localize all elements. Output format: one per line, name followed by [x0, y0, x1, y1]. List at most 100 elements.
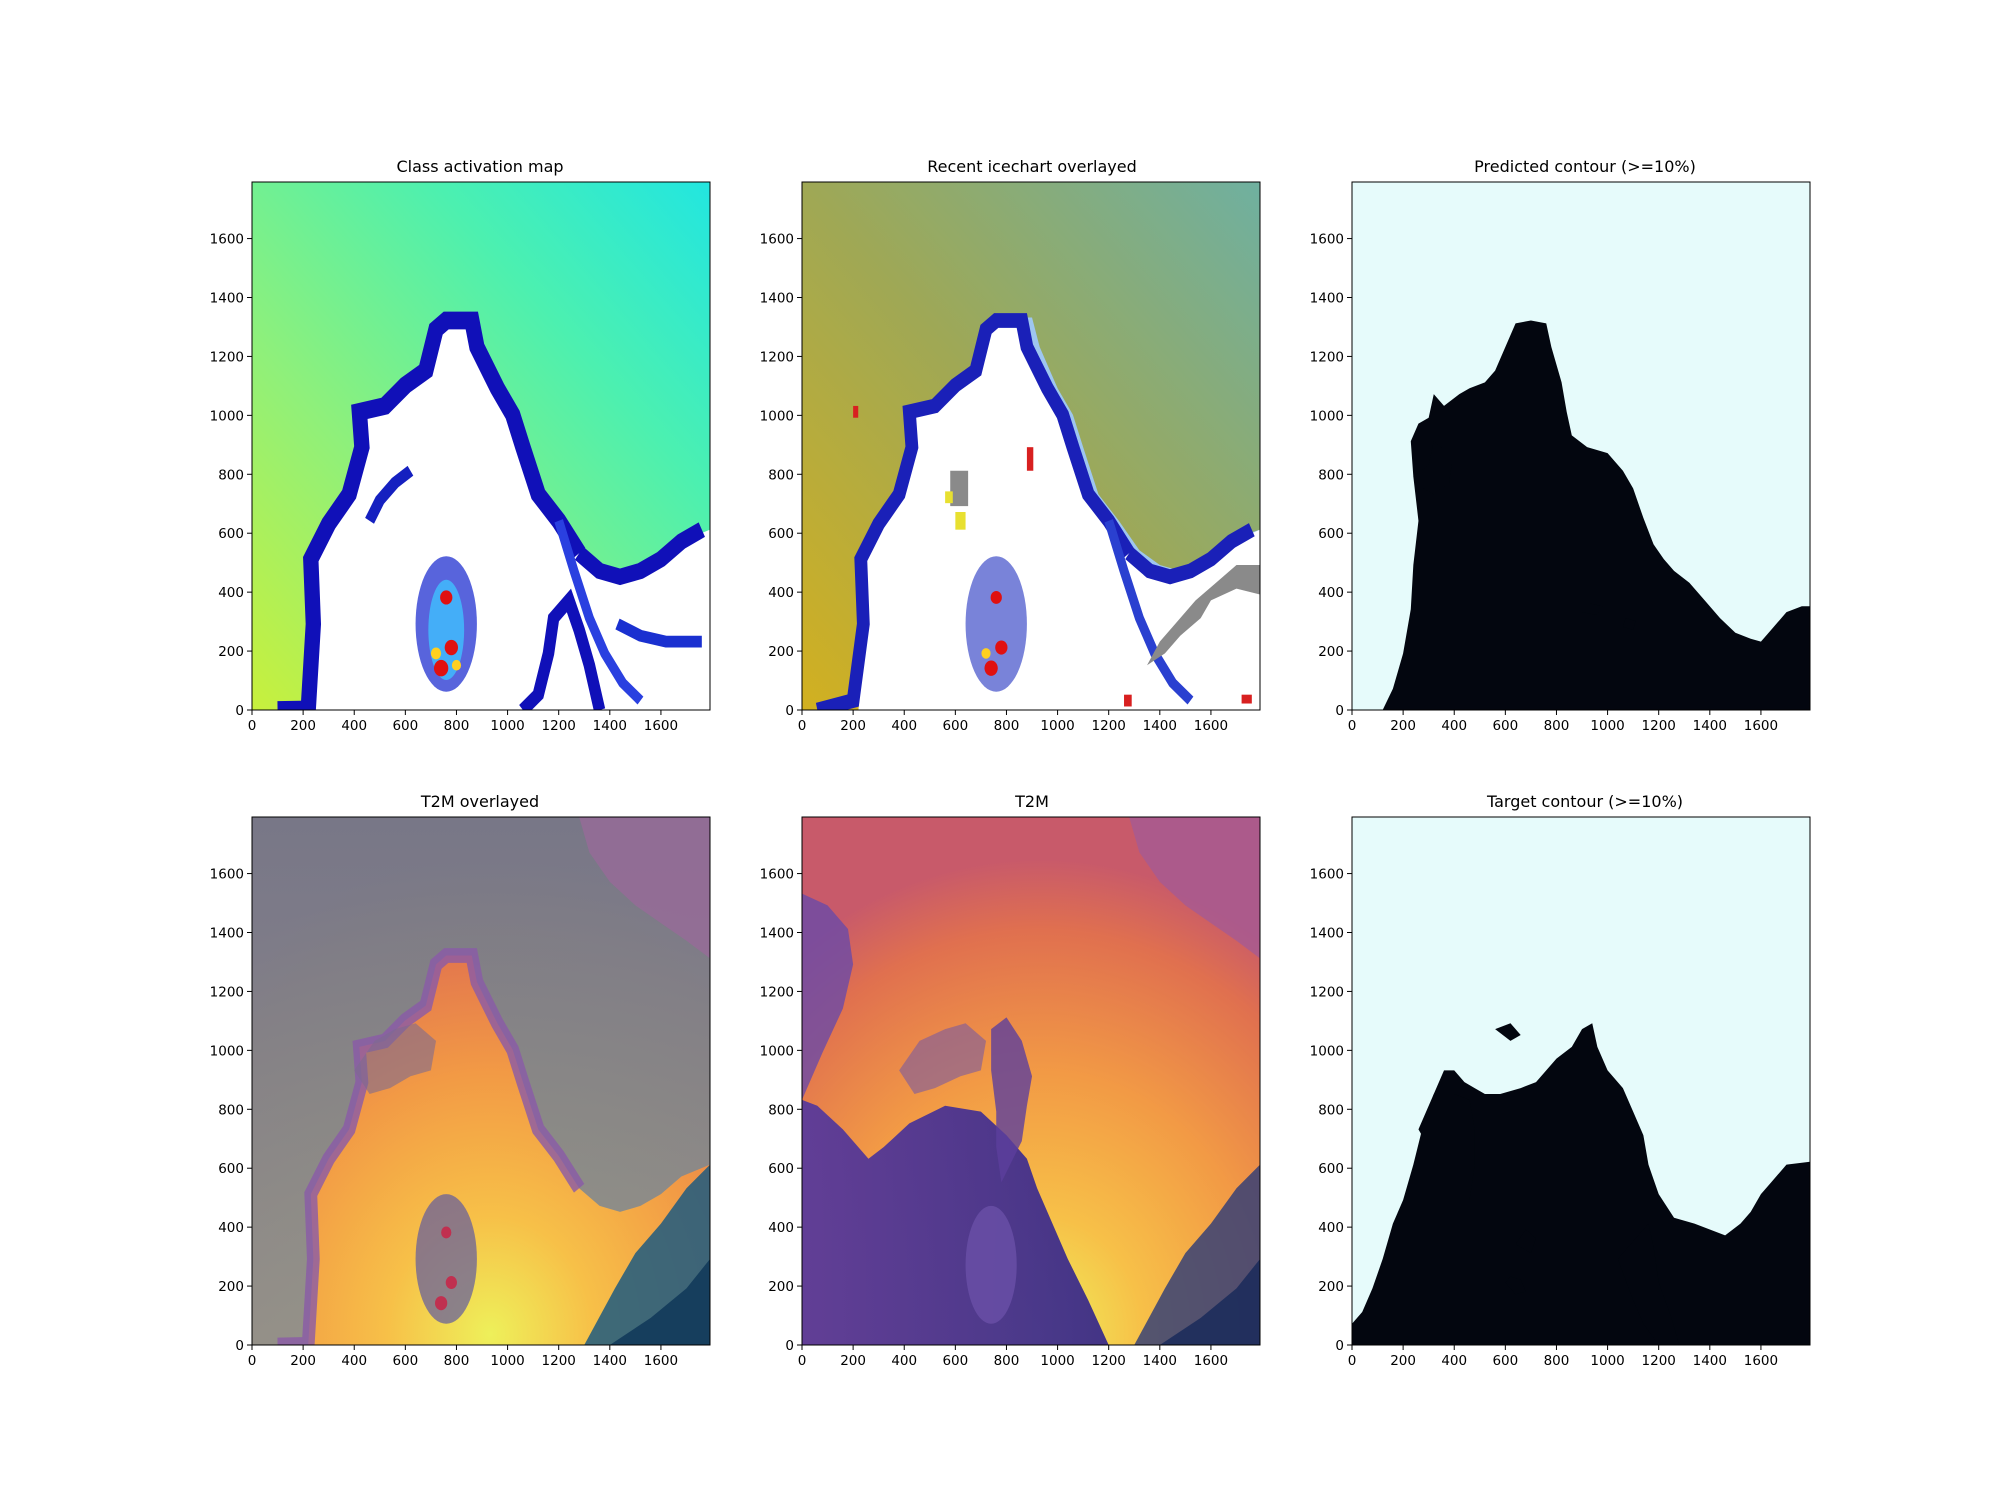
x-tick-label: 200 [840, 718, 866, 734]
y-tick-label: 1400 [760, 926, 794, 942]
x-tick-label: 1000 [1590, 718, 1624, 734]
x-tick-label: 400 [1441, 718, 1467, 734]
y-tick-label: 1400 [210, 291, 244, 307]
x-tick-label: 1600 [1744, 1353, 1778, 1369]
x-tick-label: 400 [1441, 1353, 1467, 1369]
x-tick-label: 1400 [1143, 1353, 1177, 1369]
y-tick-label: 1400 [210, 926, 244, 942]
panel-recent-icechart [801, 181, 1261, 711]
x-tick-label: 0 [1348, 1353, 1357, 1369]
x-tick-label: 200 [1390, 718, 1416, 734]
x-tick-label: 1200 [542, 718, 576, 734]
x-tick-label: 1400 [593, 718, 627, 734]
y-tick-label: 800 [218, 467, 244, 483]
x-tick-label: 0 [248, 1353, 257, 1369]
x-tick-label: 1000 [1040, 718, 1074, 734]
x-tick-label: 1400 [1693, 718, 1727, 734]
y-tick-label: 400 [218, 1220, 244, 1236]
y-tick-label: 400 [1318, 1220, 1344, 1236]
x-tick-label: 400 [891, 718, 917, 734]
x-tick-label: 200 [290, 718, 316, 734]
y-tick-label: 0 [235, 703, 244, 719]
x-tick-label: 200 [1390, 1353, 1416, 1369]
y-tick-label: 800 [768, 467, 794, 483]
y-tick-label: 200 [218, 1279, 244, 1295]
y-tick-label: 800 [1318, 1102, 1344, 1118]
x-tick-label: 800 [444, 718, 470, 734]
x-tick-label: 1000 [1590, 1353, 1624, 1369]
y-tick-label: 200 [1318, 1279, 1344, 1295]
y-tick-label: 0 [1335, 1338, 1344, 1354]
y-tick-label: 0 [1335, 703, 1344, 719]
title-predicted-contour: Predicted contour (>=10%) [1474, 157, 1696, 176]
x-tick-label: 600 [942, 1353, 968, 1369]
x-tick-label: 1600 [1194, 1353, 1228, 1369]
y-tick-label: 0 [235, 1338, 244, 1354]
y-tick-label: 1200 [210, 984, 244, 1000]
y-tick-label: 600 [768, 1161, 794, 1177]
y-tick-label: 0 [785, 703, 794, 719]
y-tick-label: 400 [1318, 585, 1344, 601]
y-tick-label: 200 [218, 644, 244, 660]
y-tick-label: 1600 [210, 232, 244, 248]
y-tick-label: 600 [218, 1161, 244, 1177]
x-tick-label: 200 [840, 1353, 866, 1369]
y-tick-label: 600 [768, 526, 794, 542]
x-tick-label: 600 [1492, 718, 1518, 734]
axis-ticks: 0 200 400 600 800 1000 1200 1400 1600 0 200 400 600 8… [210, 232, 1778, 1369]
y-tick-label: 1600 [760, 867, 794, 883]
x-tick-label: 0 [798, 718, 807, 734]
y-tick-label: 800 [218, 1102, 244, 1118]
y-tick-label: 600 [1318, 526, 1344, 542]
panel-predicted-contour [1351, 181, 1811, 711]
x-tick-label: 400 [341, 718, 367, 734]
panel-t2m [801, 816, 1261, 1346]
x-tick-label: 600 [392, 1353, 418, 1369]
y-tick-label: 1200 [210, 349, 244, 365]
title-recent-icechart: Recent icechart overlayed [927, 157, 1137, 176]
x-tick-label: 0 [1348, 718, 1357, 734]
hotspot [433, 659, 449, 677]
y-tick-label: 0 [785, 1338, 794, 1354]
y-tick-label: 1000 [1310, 408, 1344, 424]
x-tick-label: 0 [798, 1353, 807, 1369]
y-tick-label: 1200 [1310, 349, 1344, 365]
x-tick-label: 0 [248, 718, 257, 734]
x-tick-label: 200 [290, 1353, 316, 1369]
y-tick-label: 400 [768, 585, 794, 601]
title-target-contour: Target contour (>=10%) [1486, 792, 1683, 811]
x-tick-label: 1000 [1040, 1353, 1074, 1369]
x-tick-label: 800 [1544, 1353, 1570, 1369]
x-tick-label: 1400 [1143, 718, 1177, 734]
y-tick-label: 1200 [1310, 984, 1344, 1000]
x-tick-label: 1200 [1092, 718, 1126, 734]
x-tick-label: 1200 [542, 1353, 576, 1369]
x-tick-label: 1400 [593, 1353, 627, 1369]
y-tick-label: 1600 [760, 232, 794, 248]
x-tick-label: 400 [341, 1353, 367, 1369]
y-tick-label: 600 [218, 526, 244, 542]
title-class-activation-map: Class activation map [396, 157, 563, 176]
y-tick-label: 1400 [1310, 926, 1344, 942]
y-tick-label: 1000 [210, 1043, 244, 1059]
x-tick-label: 1200 [1642, 1353, 1676, 1369]
x-tick-label: 800 [444, 1353, 470, 1369]
x-tick-label: 800 [1544, 718, 1570, 734]
panel-class-activation-map [251, 181, 711, 711]
y-tick-label: 1000 [760, 408, 794, 424]
x-tick-label: 1200 [1092, 1353, 1126, 1369]
x-tick-label: 1600 [1744, 718, 1778, 734]
y-tick-label: 1600 [210, 867, 244, 883]
y-tick-label: 1000 [760, 1043, 794, 1059]
x-tick-label: 400 [891, 1353, 917, 1369]
y-tick-label: 800 [768, 1102, 794, 1118]
x-tick-label: 1600 [1194, 718, 1228, 734]
y-tick-label: 1600 [1310, 232, 1344, 248]
x-tick-label: 1000 [490, 1353, 524, 1369]
y-tick-label: 1200 [760, 984, 794, 1000]
panel-t2m-overlayed [251, 816, 711, 1346]
x-tick-label: 600 [1492, 1353, 1518, 1369]
hotspot [444, 639, 458, 656]
x-tick-label: 800 [994, 718, 1020, 734]
